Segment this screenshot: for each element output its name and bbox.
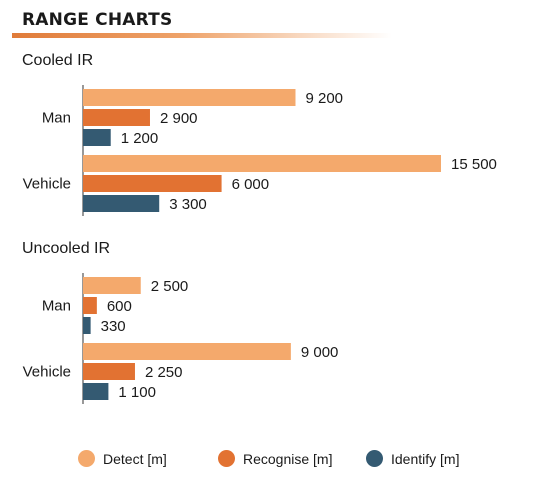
bar-recognise: [83, 297, 97, 314]
bar-detect: [83, 277, 141, 294]
legend-label-identify: Identify [m]: [391, 450, 460, 467]
data-label: 1 200: [121, 130, 159, 147]
legend-label-recognise: Recognise [m]: [243, 450, 333, 467]
data-label: 2 500: [151, 278, 189, 295]
bar-recognise: [83, 363, 135, 380]
bar-detect: [83, 343, 291, 360]
category-label: Man: [42, 298, 71, 315]
page-title: RANGE CHARTS: [22, 10, 173, 30]
legend-dot-identify: [366, 450, 383, 467]
data-label: 600: [107, 298, 132, 315]
bar-identify: [83, 195, 160, 212]
legend-dot-recognise: [218, 450, 235, 467]
data-label: 330: [101, 318, 126, 335]
title-underline: [12, 33, 392, 38]
legend-dot-detect: [78, 450, 95, 467]
category-label: Vehicle: [23, 176, 71, 193]
legend-label-detect: Detect [m]: [103, 450, 167, 467]
data-label: 9 000: [301, 344, 339, 361]
data-label: 2 250: [145, 364, 183, 381]
data-label: 3 300: [169, 196, 207, 213]
chart-legend: Detect [m] Recognise [m] Identify [m]: [0, 450, 550, 470]
bar-detect: [83, 155, 441, 172]
bar-identify: [83, 129, 111, 146]
legend-item-recognise: Recognise [m]: [218, 450, 332, 467]
bar-detect: [83, 89, 296, 106]
section-title: Cooled IR: [22, 52, 93, 69]
legend-item-identify: Identify [m]: [366, 450, 459, 467]
category-label: Man: [42, 110, 71, 127]
bar-recognise: [83, 175, 222, 192]
data-label: 1 100: [118, 384, 156, 401]
bar-identify: [83, 383, 109, 400]
bar-identify: [83, 317, 91, 334]
bar-recognise: [83, 109, 150, 126]
data-label: 2 900: [160, 110, 198, 127]
legend-item-detect: Detect [m]: [78, 450, 167, 467]
data-label: 6 000: [232, 176, 270, 193]
data-label: 15 500: [451, 156, 497, 173]
section-title: Uncooled IR: [22, 240, 110, 257]
category-label: Vehicle: [23, 364, 71, 381]
data-label: 9 200: [305, 90, 343, 107]
chart-group-uncooled-ir: Uncooled IR Man 2 500 600 330 Vehicle 9 000 2 2…: [22, 240, 338, 404]
